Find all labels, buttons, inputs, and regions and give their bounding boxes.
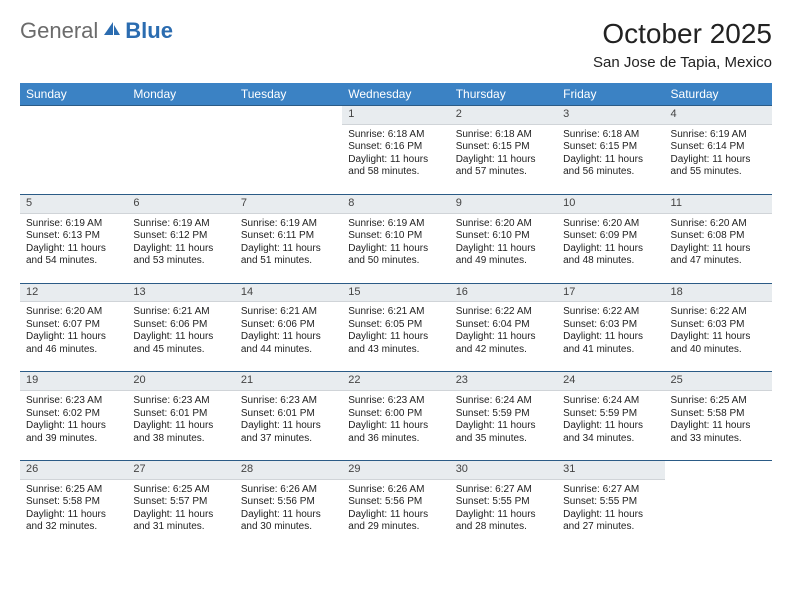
detail-row: Sunrise: 6:20 AMSunset: 6:07 PMDaylight:… — [20, 302, 772, 372]
day-number-cell: 24 — [557, 372, 664, 391]
day-detail-cell: Sunrise: 6:25 AMSunset: 5:58 PMDaylight:… — [665, 391, 772, 461]
day-detail-cell — [665, 479, 772, 549]
day-detail-cell: Sunrise: 6:21 AMSunset: 6:06 PMDaylight:… — [235, 302, 342, 372]
day-detail-cell — [20, 124, 127, 194]
day-number-cell: 19 — [20, 372, 127, 391]
day-number-cell: 9 — [450, 194, 557, 213]
daynum-row: 12131415161718 — [20, 283, 772, 302]
day-number-cell — [665, 461, 772, 480]
day-detail-cell: Sunrise: 6:26 AMSunset: 5:56 PMDaylight:… — [235, 479, 342, 549]
day-number-cell: 31 — [557, 461, 664, 480]
day-number-cell: 26 — [20, 461, 127, 480]
day-number-cell: 2 — [450, 106, 557, 125]
col-thursday: Thursday — [450, 83, 557, 106]
day-number-cell: 11 — [665, 194, 772, 213]
col-wednesday: Wednesday — [342, 83, 449, 106]
day-number-cell: 1 — [342, 106, 449, 125]
logo-text-blue: Blue — [125, 18, 173, 44]
day-detail-cell: Sunrise: 6:20 AMSunset: 6:09 PMDaylight:… — [557, 213, 664, 283]
detail-row: Sunrise: 6:18 AMSunset: 6:16 PMDaylight:… — [20, 124, 772, 194]
day-detail-cell: Sunrise: 6:19 AMSunset: 6:10 PMDaylight:… — [342, 213, 449, 283]
day-number-cell: 12 — [20, 283, 127, 302]
col-friday: Friday — [557, 83, 664, 106]
day-detail-cell — [235, 124, 342, 194]
day-number-cell: 4 — [665, 106, 772, 125]
day-number-cell: 20 — [127, 372, 234, 391]
logo-text-general: General — [20, 18, 98, 44]
col-tuesday: Tuesday — [235, 83, 342, 106]
day-detail-cell: Sunrise: 6:24 AMSunset: 5:59 PMDaylight:… — [557, 391, 664, 461]
day-detail-cell: Sunrise: 6:18 AMSunset: 6:16 PMDaylight:… — [342, 124, 449, 194]
day-number-cell: 14 — [235, 283, 342, 302]
day-detail-cell: Sunrise: 6:19 AMSunset: 6:14 PMDaylight:… — [665, 124, 772, 194]
day-number-cell: 8 — [342, 194, 449, 213]
day-detail-cell: Sunrise: 6:23 AMSunset: 6:02 PMDaylight:… — [20, 391, 127, 461]
day-number-cell: 28 — [235, 461, 342, 480]
day-number-cell: 18 — [665, 283, 772, 302]
day-detail-cell: Sunrise: 6:20 AMSunset: 6:08 PMDaylight:… — [665, 213, 772, 283]
day-detail-cell: Sunrise: 6:18 AMSunset: 6:15 PMDaylight:… — [450, 124, 557, 194]
day-detail-cell: Sunrise: 6:25 AMSunset: 5:57 PMDaylight:… — [127, 479, 234, 549]
detail-row: Sunrise: 6:25 AMSunset: 5:58 PMDaylight:… — [20, 479, 772, 549]
day-number-cell: 3 — [557, 106, 664, 125]
day-number-cell: 30 — [450, 461, 557, 480]
day-number-cell: 25 — [665, 372, 772, 391]
day-detail-cell: Sunrise: 6:22 AMSunset: 6:03 PMDaylight:… — [665, 302, 772, 372]
day-detail-cell: Sunrise: 6:23 AMSunset: 6:01 PMDaylight:… — [235, 391, 342, 461]
day-number-cell: 10 — [557, 194, 664, 213]
day-detail-cell: Sunrise: 6:19 AMSunset: 6:12 PMDaylight:… — [127, 213, 234, 283]
day-detail-cell: Sunrise: 6:21 AMSunset: 6:06 PMDaylight:… — [127, 302, 234, 372]
detail-row: Sunrise: 6:19 AMSunset: 6:13 PMDaylight:… — [20, 213, 772, 283]
daynum-row: 19202122232425 — [20, 372, 772, 391]
day-detail-cell: Sunrise: 6:20 AMSunset: 6:10 PMDaylight:… — [450, 213, 557, 283]
day-number-cell: 23 — [450, 372, 557, 391]
weekday-header-row: Sunday Monday Tuesday Wednesday Thursday… — [20, 83, 772, 106]
detail-row: Sunrise: 6:23 AMSunset: 6:02 PMDaylight:… — [20, 391, 772, 461]
location: San Jose de Tapia, Mexico — [593, 54, 772, 71]
day-detail-cell: Sunrise: 6:20 AMSunset: 6:07 PMDaylight:… — [20, 302, 127, 372]
day-detail-cell: Sunrise: 6:22 AMSunset: 6:03 PMDaylight:… — [557, 302, 664, 372]
title-block: October 2025 San Jose de Tapia, Mexico — [593, 18, 772, 71]
day-number-cell — [127, 106, 234, 125]
daynum-row: 567891011 — [20, 194, 772, 213]
day-number-cell: 15 — [342, 283, 449, 302]
logo: General Blue — [20, 18, 173, 44]
day-detail-cell: Sunrise: 6:21 AMSunset: 6:05 PMDaylight:… — [342, 302, 449, 372]
day-number-cell — [235, 106, 342, 125]
calendar-table: Sunday Monday Tuesday Wednesday Thursday… — [20, 83, 772, 549]
day-number-cell: 6 — [127, 194, 234, 213]
day-detail-cell: Sunrise: 6:23 AMSunset: 6:01 PMDaylight:… — [127, 391, 234, 461]
day-number-cell: 27 — [127, 461, 234, 480]
day-number-cell: 5 — [20, 194, 127, 213]
day-number-cell: 17 — [557, 283, 664, 302]
header: General Blue October 2025 San Jose de Ta… — [20, 18, 772, 71]
day-detail-cell: Sunrise: 6:19 AMSunset: 6:13 PMDaylight:… — [20, 213, 127, 283]
col-sunday: Sunday — [20, 83, 127, 106]
day-detail-cell: Sunrise: 6:22 AMSunset: 6:04 PMDaylight:… — [450, 302, 557, 372]
day-detail-cell: Sunrise: 6:18 AMSunset: 6:15 PMDaylight:… — [557, 124, 664, 194]
day-detail-cell: Sunrise: 6:24 AMSunset: 5:59 PMDaylight:… — [450, 391, 557, 461]
day-number-cell: 22 — [342, 372, 449, 391]
day-detail-cell: Sunrise: 6:27 AMSunset: 5:55 PMDaylight:… — [557, 479, 664, 549]
month-title: October 2025 — [593, 18, 772, 50]
day-number-cell: 16 — [450, 283, 557, 302]
day-number-cell — [20, 106, 127, 125]
daynum-row: 262728293031 — [20, 461, 772, 480]
day-detail-cell: Sunrise: 6:19 AMSunset: 6:11 PMDaylight:… — [235, 213, 342, 283]
daynum-row: 1234 — [20, 106, 772, 125]
day-detail-cell: Sunrise: 6:27 AMSunset: 5:55 PMDaylight:… — [450, 479, 557, 549]
logo-sail-icon — [102, 20, 122, 43]
day-number-cell: 7 — [235, 194, 342, 213]
day-number-cell: 29 — [342, 461, 449, 480]
day-number-cell: 13 — [127, 283, 234, 302]
col-saturday: Saturday — [665, 83, 772, 106]
day-detail-cell — [127, 124, 234, 194]
col-monday: Monday — [127, 83, 234, 106]
day-detail-cell: Sunrise: 6:25 AMSunset: 5:58 PMDaylight:… — [20, 479, 127, 549]
day-detail-cell: Sunrise: 6:26 AMSunset: 5:56 PMDaylight:… — [342, 479, 449, 549]
day-number-cell: 21 — [235, 372, 342, 391]
day-detail-cell: Sunrise: 6:23 AMSunset: 6:00 PMDaylight:… — [342, 391, 449, 461]
